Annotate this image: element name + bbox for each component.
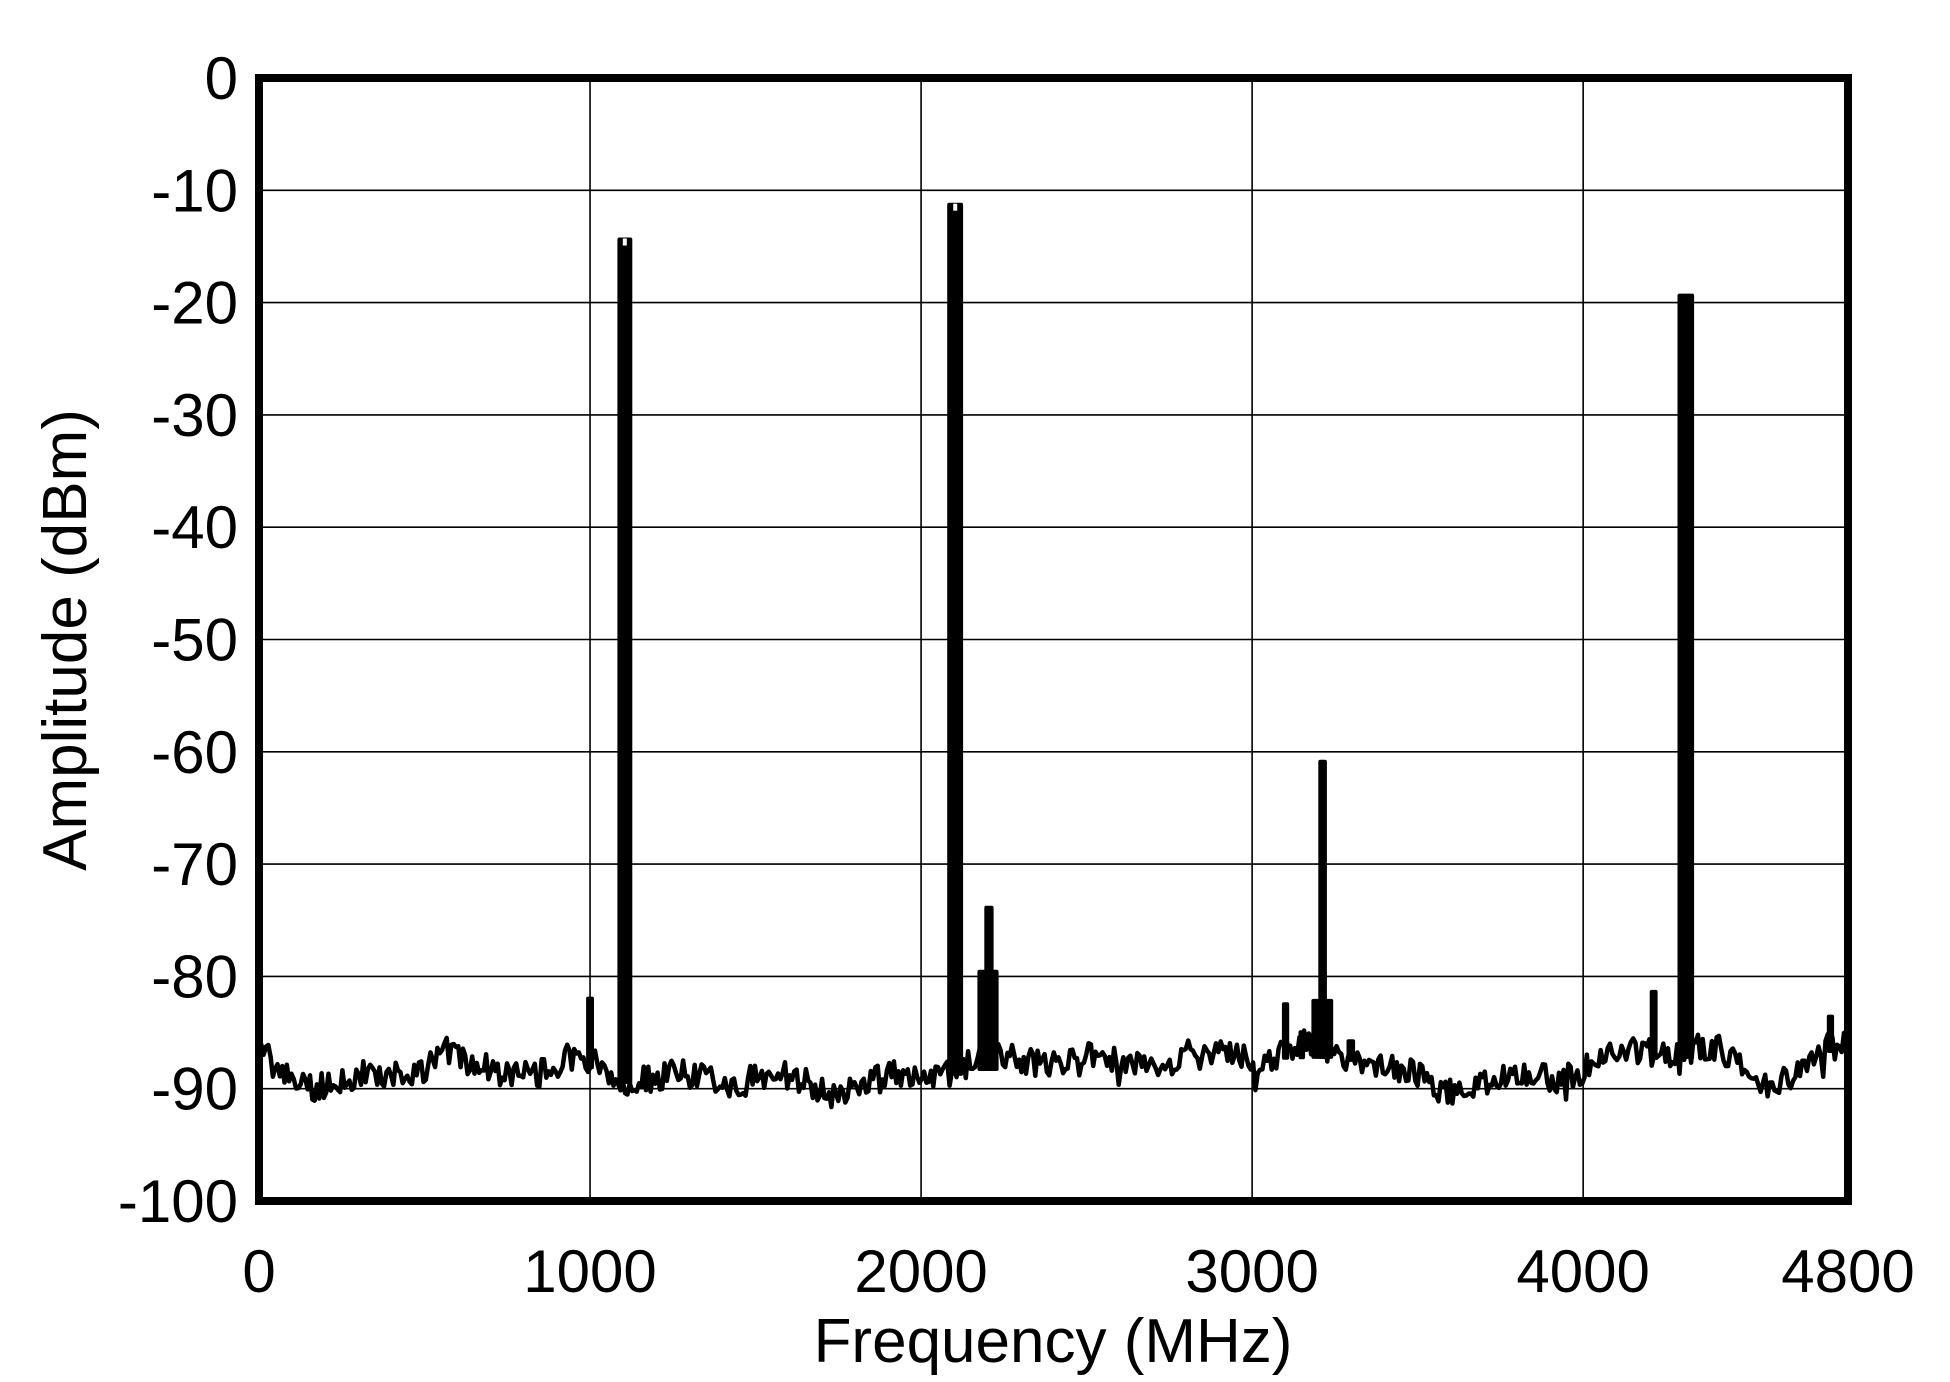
peak-spur-4747mhz <box>1826 1014 1835 1053</box>
x-tick-label: 2000 <box>854 1238 987 1305</box>
noise-floor-trace <box>263 1028 1844 1110</box>
peak-signal-2103mhz <box>947 202 964 1076</box>
y-tick-label: -100 <box>118 1168 238 1235</box>
gridlines <box>259 78 1848 1201</box>
y-tick-labels: 0 -10 -20 -30 -40 -50 -60 -70 -80 -90 -100 <box>118 45 238 1235</box>
y-tick-label: -80 <box>151 943 238 1010</box>
x-tick-label: 3000 <box>1185 1238 1318 1305</box>
y-tick-label: -10 <box>151 157 238 224</box>
y-tick-label: -40 <box>151 494 238 561</box>
y-tick-label: 0 <box>205 45 238 112</box>
peak-spur-3101mhz <box>1281 1002 1290 1060</box>
plot-border <box>255 74 1852 1205</box>
peak-top-notch <box>622 238 627 246</box>
x-tick-label: 4000 <box>1516 1238 1649 1305</box>
y-tick-label: -90 <box>151 1056 238 1123</box>
y-tick-label: -70 <box>151 831 238 898</box>
x-tick-label: 1000 <box>523 1238 656 1305</box>
y-tick-label: -20 <box>151 270 238 337</box>
peak-spur-3298mhz <box>1346 1039 1356 1062</box>
y-tick-label: -30 <box>151 382 238 449</box>
y-tick-label: -60 <box>151 719 238 786</box>
peak-top-notch <box>953 203 958 211</box>
y-axis-title: Amplitude (dBm) <box>31 409 100 871</box>
x-axis-title: Frequency (MHz) <box>814 1307 1293 1376</box>
x-tick-label: 0 <box>242 1238 275 1305</box>
peak-spur-2205mhz <box>984 905 994 1071</box>
peak-signal-4310mhz <box>1677 293 1695 1059</box>
peak-spur-4213mhz <box>1649 989 1658 1059</box>
y-tick-label: -50 <box>151 607 238 674</box>
x-tick-labels: 0 1000 2000 3000 4000 4800 <box>242 1238 1914 1305</box>
peak-signal-3213mhz <box>1318 759 1327 1059</box>
x-tick-label: 4800 <box>1781 1238 1914 1305</box>
peak-spur-1000mhz <box>586 996 594 1070</box>
spectrum-trace <box>263 202 1844 1110</box>
peak-signal-1105mhz <box>617 237 633 1084</box>
peak-spur-3150mhz <box>1298 1030 1306 1060</box>
